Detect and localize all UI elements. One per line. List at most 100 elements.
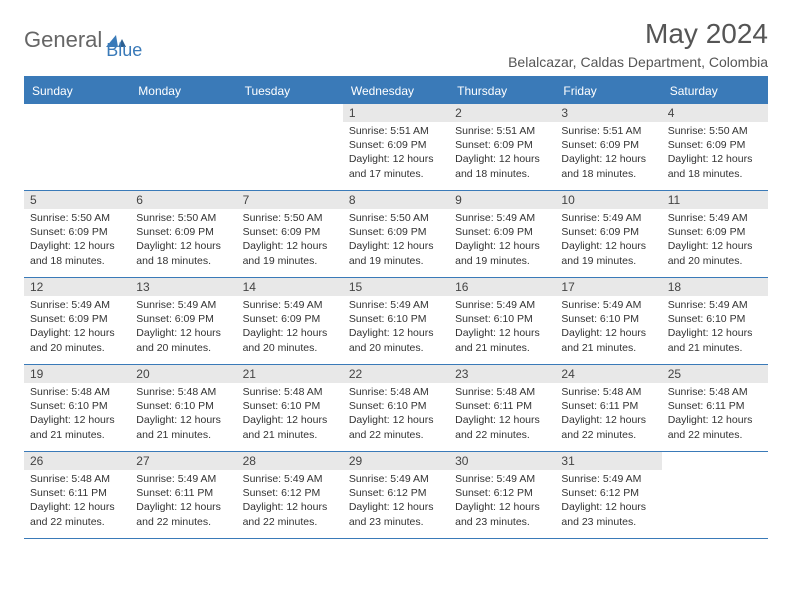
sunset-line: Sunset: 6:09 PM: [455, 138, 549, 152]
day-details: Sunrise: 5:51 AMSunset: 6:09 PMDaylight:…: [343, 122, 449, 185]
daylight-line: Daylight: 12 hours and 21 minutes.: [455, 326, 549, 354]
day-number: 9: [449, 191, 555, 209]
sunset-line: Sunset: 6:10 PM: [668, 312, 762, 326]
day-details: Sunrise: 5:50 AMSunset: 6:09 PMDaylight:…: [662, 122, 768, 185]
day-number: 10: [555, 191, 661, 209]
day-details: Sunrise: 5:49 AMSunset: 6:12 PMDaylight:…: [343, 470, 449, 533]
calendar-day-cell: [237, 104, 343, 190]
page-subtitle: Belalcazar, Caldas Department, Colombia: [508, 54, 768, 70]
calendar-day-cell: 3Sunrise: 5:51 AMSunset: 6:09 PMDaylight…: [555, 104, 661, 190]
day-number: 13: [130, 278, 236, 296]
day-number: 25: [662, 365, 768, 383]
day-number: 8: [343, 191, 449, 209]
weekday-header: Thursday: [449, 78, 555, 104]
day-details: Sunrise: 5:48 AMSunset: 6:10 PMDaylight:…: [237, 383, 343, 446]
daylight-line: Daylight: 12 hours and 21 minutes.: [136, 413, 230, 441]
day-number: 29: [343, 452, 449, 470]
day-details: Sunrise: 5:49 AMSunset: 6:09 PMDaylight:…: [449, 209, 555, 272]
day-number: [662, 452, 768, 470]
day-details: Sunrise: 5:50 AMSunset: 6:09 PMDaylight:…: [343, 209, 449, 272]
sunrise-line: Sunrise: 5:49 AM: [668, 211, 762, 225]
sunrise-line: Sunrise: 5:48 AM: [30, 385, 124, 399]
sunrise-line: Sunrise: 5:49 AM: [136, 472, 230, 486]
calendar-day-cell: [24, 104, 130, 190]
calendar-day-cell: 24Sunrise: 5:48 AMSunset: 6:11 PMDayligh…: [555, 365, 661, 451]
sunrise-line: Sunrise: 5:48 AM: [243, 385, 337, 399]
day-number: 24: [555, 365, 661, 383]
sunset-line: Sunset: 6:10 PM: [455, 312, 549, 326]
daylight-line: Daylight: 12 hours and 23 minutes.: [349, 500, 443, 528]
daylight-line: Daylight: 12 hours and 20 minutes.: [30, 326, 124, 354]
day-details: Sunrise: 5:49 AMSunset: 6:10 PMDaylight:…: [662, 296, 768, 359]
sunset-line: Sunset: 6:12 PM: [455, 486, 549, 500]
sunset-line: Sunset: 6:11 PM: [136, 486, 230, 500]
calendar-day-cell: 27Sunrise: 5:49 AMSunset: 6:11 PMDayligh…: [130, 452, 236, 538]
calendar-day-cell: 31Sunrise: 5:49 AMSunset: 6:12 PMDayligh…: [555, 452, 661, 538]
sunrise-line: Sunrise: 5:49 AM: [349, 472, 443, 486]
calendar: SundayMondayTuesdayWednesdayThursdayFrid…: [24, 76, 768, 539]
day-number: 22: [343, 365, 449, 383]
day-number: 18: [662, 278, 768, 296]
daylight-line: Daylight: 12 hours and 22 minutes.: [561, 413, 655, 441]
daylight-line: Daylight: 12 hours and 21 minutes.: [30, 413, 124, 441]
calendar-day-cell: 10Sunrise: 5:49 AMSunset: 6:09 PMDayligh…: [555, 191, 661, 277]
sunset-line: Sunset: 6:09 PM: [349, 225, 443, 239]
sunrise-line: Sunrise: 5:49 AM: [349, 298, 443, 312]
day-details: Sunrise: 5:48 AMSunset: 6:11 PMDaylight:…: [555, 383, 661, 446]
calendar-day-cell: 28Sunrise: 5:49 AMSunset: 6:12 PMDayligh…: [237, 452, 343, 538]
day-details: Sunrise: 5:50 AMSunset: 6:09 PMDaylight:…: [130, 209, 236, 272]
sunset-line: Sunset: 6:09 PM: [561, 225, 655, 239]
calendar-week-row: 19Sunrise: 5:48 AMSunset: 6:10 PMDayligh…: [24, 365, 768, 452]
daylight-line: Daylight: 12 hours and 23 minutes.: [455, 500, 549, 528]
sunset-line: Sunset: 6:09 PM: [136, 312, 230, 326]
sunset-line: Sunset: 6:11 PM: [455, 399, 549, 413]
day-details: Sunrise: 5:48 AMSunset: 6:10 PMDaylight:…: [130, 383, 236, 446]
header: General Blue May 2024 Belalcazar, Caldas…: [24, 18, 768, 70]
daylight-line: Daylight: 12 hours and 21 minutes.: [243, 413, 337, 441]
day-number: 31: [555, 452, 661, 470]
sunrise-line: Sunrise: 5:48 AM: [349, 385, 443, 399]
sunrise-line: Sunrise: 5:48 AM: [136, 385, 230, 399]
sunrise-line: Sunrise: 5:51 AM: [455, 124, 549, 138]
daylight-line: Daylight: 12 hours and 18 minutes.: [455, 152, 549, 180]
sunrise-line: Sunrise: 5:48 AM: [668, 385, 762, 399]
day-number: 21: [237, 365, 343, 383]
sunset-line: Sunset: 6:12 PM: [561, 486, 655, 500]
calendar-body: 1Sunrise: 5:51 AMSunset: 6:09 PMDaylight…: [24, 104, 768, 539]
calendar-day-cell: 29Sunrise: 5:49 AMSunset: 6:12 PMDayligh…: [343, 452, 449, 538]
day-number: 3: [555, 104, 661, 122]
title-block: May 2024 Belalcazar, Caldas Department, …: [508, 18, 768, 70]
calendar-day-cell: [662, 452, 768, 538]
day-number: 11: [662, 191, 768, 209]
sunset-line: Sunset: 6:09 PM: [243, 225, 337, 239]
sunset-line: Sunset: 6:09 PM: [668, 225, 762, 239]
day-number: 16: [449, 278, 555, 296]
calendar-day-cell: 9Sunrise: 5:49 AMSunset: 6:09 PMDaylight…: [449, 191, 555, 277]
day-details: Sunrise: 5:49 AMSunset: 6:12 PMDaylight:…: [449, 470, 555, 533]
day-number: [24, 104, 130, 122]
daylight-line: Daylight: 12 hours and 18 minutes.: [136, 239, 230, 267]
day-details: Sunrise: 5:49 AMSunset: 6:10 PMDaylight:…: [343, 296, 449, 359]
sunset-line: Sunset: 6:09 PM: [349, 138, 443, 152]
calendar-day-cell: 23Sunrise: 5:48 AMSunset: 6:11 PMDayligh…: [449, 365, 555, 451]
day-details: Sunrise: 5:49 AMSunset: 6:11 PMDaylight:…: [130, 470, 236, 533]
day-number: [130, 104, 236, 122]
day-details: Sunrise: 5:49 AMSunset: 6:10 PMDaylight:…: [555, 296, 661, 359]
calendar-day-cell: 16Sunrise: 5:49 AMSunset: 6:10 PMDayligh…: [449, 278, 555, 364]
sunrise-line: Sunrise: 5:50 AM: [136, 211, 230, 225]
sunset-line: Sunset: 6:09 PM: [30, 312, 124, 326]
sunrise-line: Sunrise: 5:49 AM: [30, 298, 124, 312]
sunrise-line: Sunrise: 5:50 AM: [668, 124, 762, 138]
calendar-day-cell: 26Sunrise: 5:48 AMSunset: 6:11 PMDayligh…: [24, 452, 130, 538]
sunrise-line: Sunrise: 5:49 AM: [243, 298, 337, 312]
calendar-day-cell: 6Sunrise: 5:50 AMSunset: 6:09 PMDaylight…: [130, 191, 236, 277]
sunrise-line: Sunrise: 5:49 AM: [561, 211, 655, 225]
day-details: Sunrise: 5:48 AMSunset: 6:11 PMDaylight:…: [449, 383, 555, 446]
sunrise-line: Sunrise: 5:48 AM: [455, 385, 549, 399]
sunset-line: Sunset: 6:11 PM: [668, 399, 762, 413]
sunset-line: Sunset: 6:11 PM: [30, 486, 124, 500]
daylight-line: Daylight: 12 hours and 20 minutes.: [136, 326, 230, 354]
sunset-line: Sunset: 6:10 PM: [136, 399, 230, 413]
day-number: 12: [24, 278, 130, 296]
sunrise-line: Sunrise: 5:48 AM: [30, 472, 124, 486]
